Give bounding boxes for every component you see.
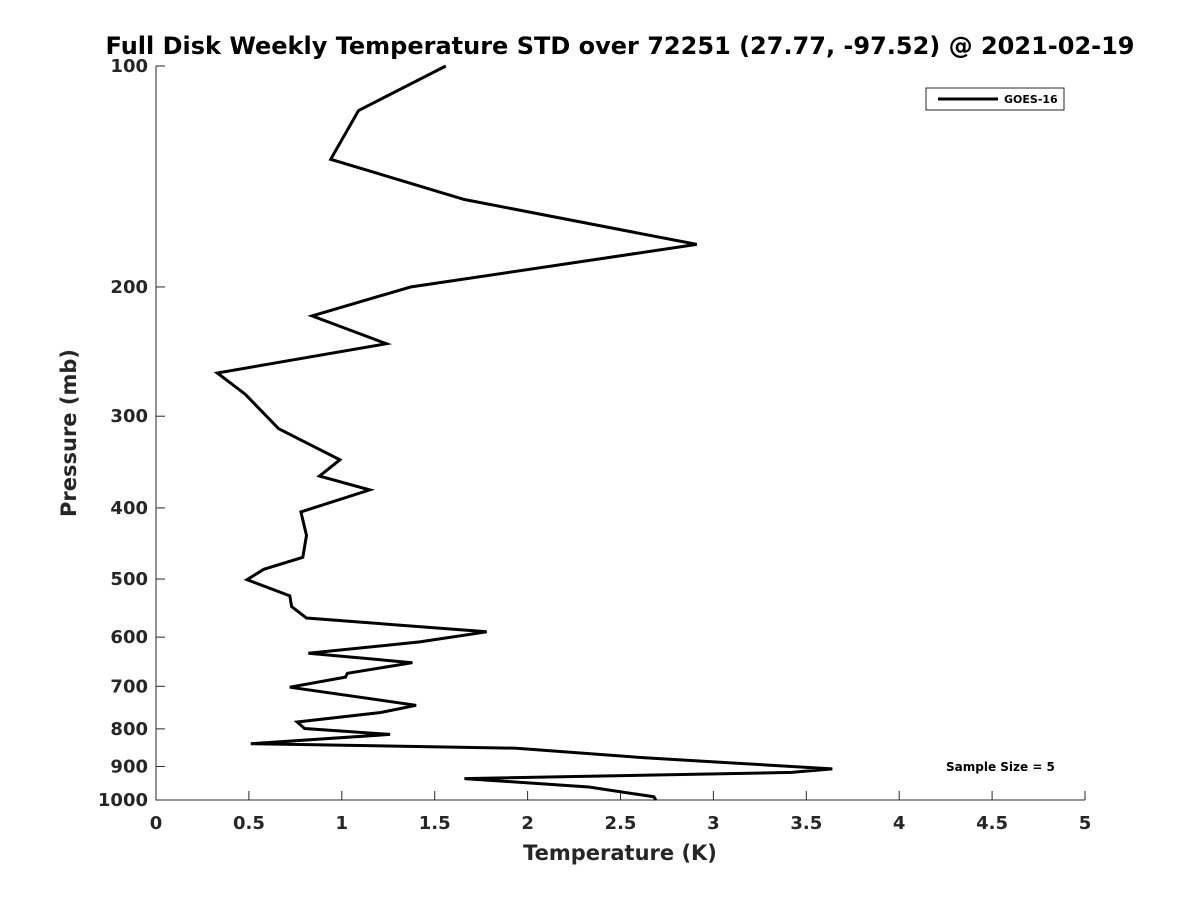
sample-size-annotation: Sample Size = 5 [946, 760, 1055, 774]
y-tick-label: 500 [110, 569, 148, 590]
y-tick-label: 900 [110, 756, 148, 777]
x-axis-label: Temperature (K) [523, 841, 717, 865]
x-tick-label: 3.5 [790, 813, 822, 834]
series-line-goes-16 [213, 64, 833, 801]
x-tick-label: 2.5 [605, 813, 637, 834]
x-tick-label: 1 [336, 813, 349, 834]
y-axis-label: Pressure (mb) [57, 349, 81, 517]
y-tick-label: 200 [110, 277, 148, 298]
y-tick-label: 100 [110, 56, 148, 77]
legend: GOES-16 [925, 87, 1065, 111]
legend-entry-goes-16: GOES-16 [1004, 93, 1058, 106]
y-tick-label: 400 [110, 498, 148, 519]
y-tick-label: 1000 [98, 790, 148, 811]
y-tick-label: 600 [110, 627, 148, 648]
x-tick-label: 1.5 [419, 813, 451, 834]
y-tick-label: 300 [110, 406, 148, 427]
x-tick-label: 3 [707, 813, 720, 834]
x-tick-label: 0.5 [233, 813, 265, 834]
series-layer [213, 64, 833, 801]
y-tick-label: 700 [110, 676, 148, 697]
x-axis: 0 0.5 1 1.5 2 2.5 3 3.5 4 4.5 5 [150, 791, 1092, 834]
x-tick-label: 2 [521, 813, 534, 834]
x-tick-label: 5 [1079, 813, 1092, 834]
x-tick-label: 4 [893, 813, 906, 834]
x-tick-label: 0 [150, 813, 163, 834]
y-axis: 100 200 300 400 500 600 700 800 900 1000 [98, 56, 165, 811]
x-tick-label: 4.5 [976, 813, 1008, 834]
y-tick-label: 800 [110, 719, 148, 740]
chart-title: Full Disk Weekly Temperature STD over 72… [106, 32, 1135, 60]
